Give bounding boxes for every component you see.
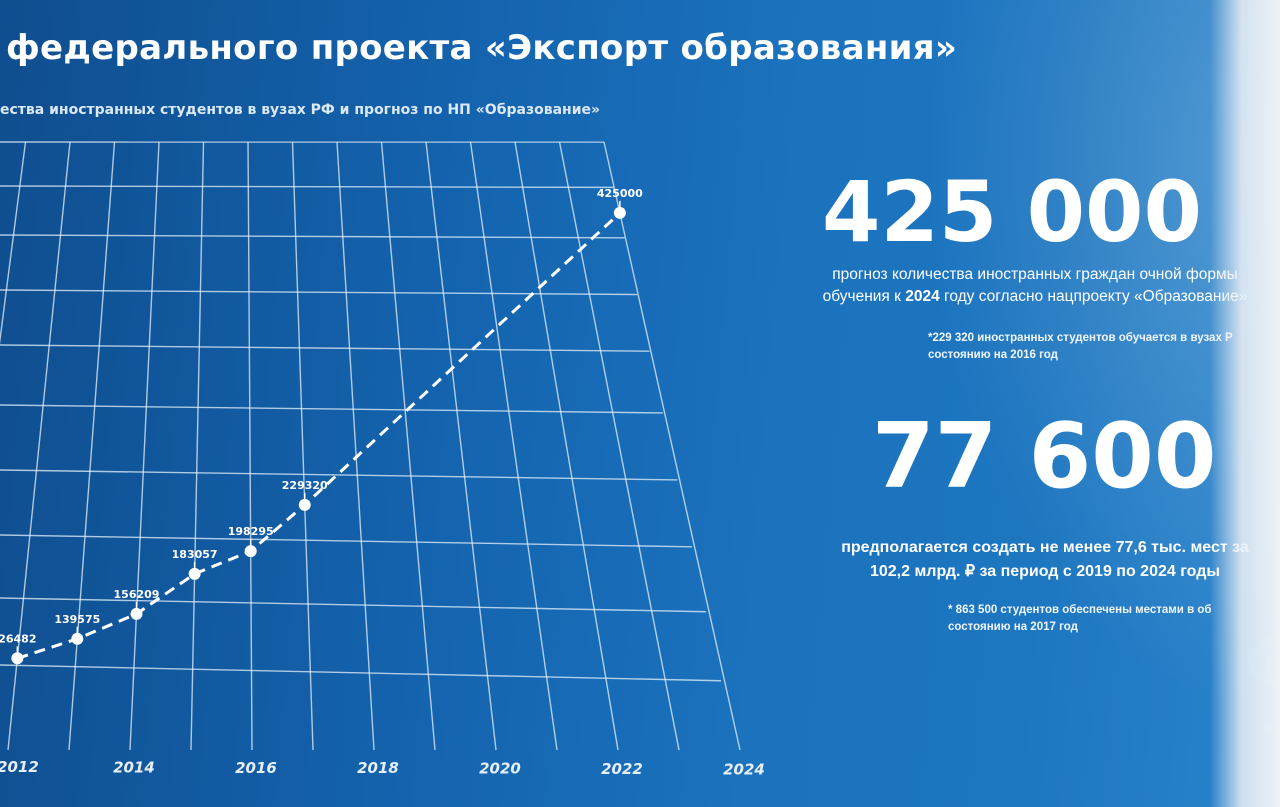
forecast-description: прогноз количества иностранных граждан о… — [770, 264, 1280, 308]
grid-line-horizontal — [0, 234, 625, 239]
x-tick-label: 2018 — [357, 759, 399, 777]
forecast-description-line1: прогноз количества иностранных граждан о… — [832, 266, 1238, 283]
chart-grid — [0, 141, 741, 751]
forecast-description-line2: обучения к 2024 году согласно нацпроекту… — [770, 286, 1280, 308]
forecast-note-year: 2016 — [1010, 349, 1036, 361]
grid-line-horizontal — [0, 664, 722, 682]
chart-line-layer — [16, 211, 621, 660]
chart-x-ticks: 2012 2014 2016 2018 2020 2022 2024 — [0, 758, 765, 778]
places-footnote: * 863 500 студентов обеспечены местами в… — [948, 602, 1211, 636]
data-label: 425000 — [597, 187, 643, 200]
grid-line-vertical — [380, 141, 436, 751]
data-label: 198295 — [228, 525, 274, 538]
data-point — [11, 652, 24, 665]
x-tick-label: 2020 — [479, 760, 521, 778]
grid-line-vertical — [603, 141, 741, 751]
grid-line-vertical — [469, 141, 558, 751]
places-description-line2: 102,2 млрд. ₽ за период с 2019 по 2024 г… — [869, 563, 1221, 580]
data-point — [188, 567, 201, 580]
forecast-desc-pre: обучения к — [822, 288, 906, 305]
data-label: 183057 — [172, 548, 218, 561]
data-label: 229320 — [282, 479, 328, 492]
data-label: 26482 — [0, 632, 36, 645]
grid-line-vertical — [425, 141, 497, 751]
grid-line-horizontal — [0, 185, 614, 189]
paper-edge — [1210, 0, 1280, 807]
places-note-post: год — [1055, 621, 1078, 633]
places-description-line1: предполагается создать не менее 77,6 тыс… — [841, 539, 1249, 556]
chart-points: 26482 139575 156209 183057 198295 229320 42500… — [0, 187, 643, 665]
grid-line-vertical — [558, 141, 680, 751]
places-description: предполагается создать не менее 77,6 тыс… — [790, 536, 1280, 584]
grid-line-horizontal — [0, 597, 707, 613]
data-point — [613, 206, 626, 219]
x-tick-label: 2012 — [0, 758, 39, 776]
data-point — [130, 607, 143, 620]
grid-line-vertical — [514, 141, 619, 751]
grid-line-horizontal — [0, 344, 650, 352]
places-footnote-line1: * 863 500 студентов обеспечены местами в… — [948, 604, 1212, 616]
grid-line-vertical — [190, 141, 205, 751]
forecast-note-pre: состоянию на — [928, 349, 1011, 361]
data-point — [298, 498, 311, 511]
places-footnote-line2: состоянию на 2017 год — [948, 619, 1211, 636]
series-line — [16, 211, 621, 660]
grid-line-vertical — [291, 141, 314, 751]
data-label: 139575 — [54, 613, 100, 626]
x-tick-label: 2016 — [235, 759, 277, 777]
x-tick-label: 2022 — [601, 760, 643, 778]
places-note-year: 2017 — [1030, 621, 1056, 633]
x-tick-label: 2014 — [113, 758, 155, 776]
grid-line-horizontal — [0, 289, 638, 296]
grid-line-vertical — [7, 141, 71, 751]
forecast-value: 425 000 — [822, 163, 1202, 261]
grid-line-vertical — [129, 141, 160, 751]
forecast-footnote-line1: *229 320 иностранных студентов обучается… — [928, 332, 1233, 344]
forecast-desc-year: 2024 — [905, 288, 940, 305]
poster-title: федерального проекта «Экспорт образовани… — [6, 28, 958, 68]
grid-line-vertical — [247, 141, 253, 751]
places-note-pre: состоянию на — [948, 621, 1031, 633]
forecast-footnote: *229 320 иностранных студентов обучается… — [928, 330, 1233, 364]
forecast-footnote-line2: состоянию на 2016 год — [928, 347, 1233, 364]
grid-line-horizontal — [0, 534, 692, 548]
x-tick-label: 2024 — [723, 760, 765, 778]
grid-line-vertical — [0, 141, 27, 345]
forecast-desc-post: году согласно нацпроекту «Образование» — [939, 288, 1248, 305]
data-point — [71, 632, 84, 645]
grid-line-horizontal — [0, 469, 678, 481]
forecast-note-post: год — [1035, 349, 1058, 361]
grid-line-vertical — [68, 141, 116, 751]
data-label: 156209 — [114, 588, 160, 601]
grid-line-vertical — [336, 141, 375, 751]
grid-line-horizontal — [0, 404, 663, 414]
places-value: 77 600 — [872, 404, 1217, 509]
chart-subtitle: ества иностранных студентов в вузах РФ и… — [0, 102, 601, 118]
data-point — [244, 545, 257, 558]
